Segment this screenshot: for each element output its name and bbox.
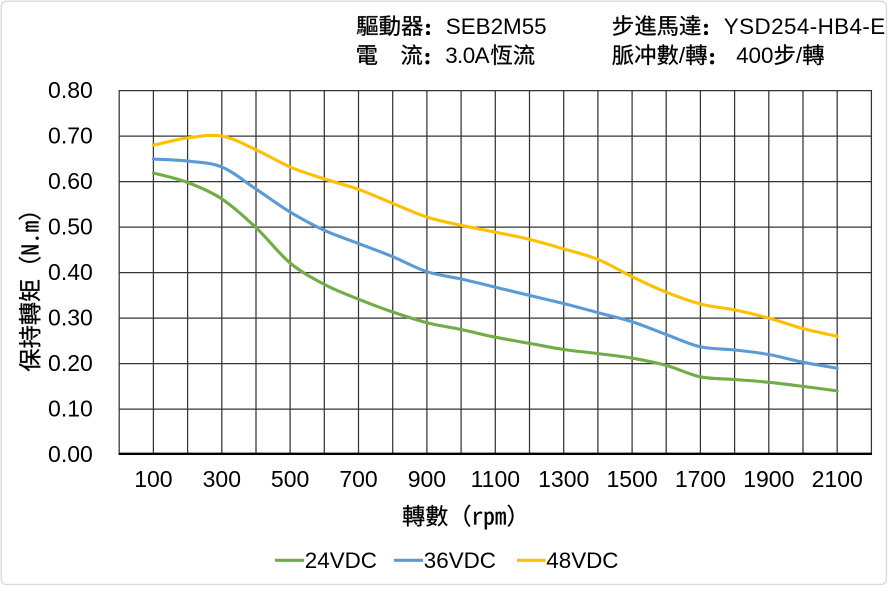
svg-text:300: 300	[203, 466, 241, 492]
svg-text:100: 100	[134, 466, 172, 492]
svg-text:0.00: 0.00	[48, 441, 93, 467]
svg-text:48VDC: 48VDC	[546, 548, 618, 573]
svg-text:500: 500	[271, 466, 309, 492]
svg-text:2100: 2100	[812, 466, 863, 492]
svg-text:1500: 1500	[607, 466, 658, 492]
svg-text:0.70: 0.70	[48, 123, 93, 149]
svg-text:24VDC: 24VDC	[305, 548, 377, 573]
svg-text:3.0A: 3.0A	[445, 43, 489, 68]
svg-text:/: /	[796, 43, 803, 68]
svg-text:1700: 1700	[675, 466, 726, 492]
svg-text:900: 900	[408, 466, 446, 492]
svg-text:400: 400	[736, 43, 773, 68]
svg-text:/: /	[679, 43, 686, 68]
svg-text:0.60: 0.60	[48, 168, 93, 194]
svg-text:YSD254-HB4-E: YSD254-HB4-E	[724, 14, 886, 39]
svg-text:0.80: 0.80	[48, 77, 93, 103]
svg-text:0.20: 0.20	[48, 350, 93, 376]
svg-text:1100: 1100	[471, 466, 520, 492]
svg-text:SEB2M55: SEB2M55	[446, 14, 547, 39]
svg-text:1900: 1900	[743, 466, 794, 492]
svg-text:700: 700	[339, 466, 377, 492]
svg-text:0.30: 0.30	[48, 305, 93, 331]
svg-text:0.40: 0.40	[48, 259, 93, 285]
svg-text:1300: 1300	[538, 466, 589, 492]
svg-text:36VDC: 36VDC	[424, 548, 496, 573]
svg-text:0.10: 0.10	[48, 396, 93, 422]
svg-text:0.50: 0.50	[48, 214, 93, 240]
